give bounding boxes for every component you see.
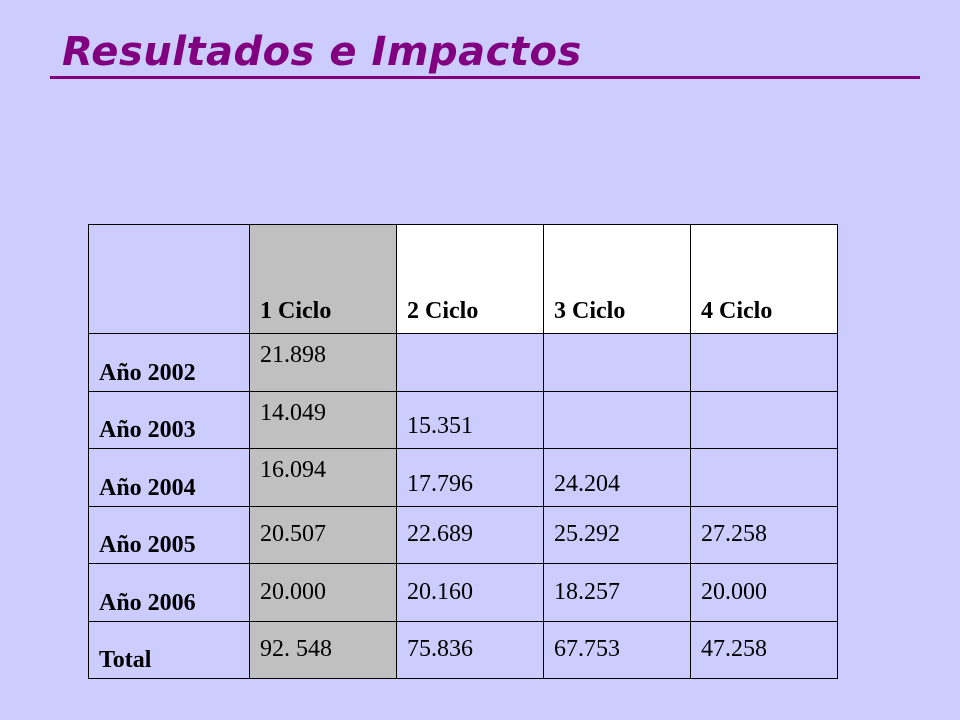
row-label: Total xyxy=(88,620,250,679)
table-cell: 16.094 xyxy=(249,448,397,507)
header-cell-ciclo-3: 3 Ciclo xyxy=(543,224,691,334)
table-cell: 27.258 xyxy=(690,505,838,564)
table-row: Año 2002 21.898 xyxy=(88,333,838,392)
row-label: Año 2003 xyxy=(88,390,250,449)
row-label: Año 2004 xyxy=(88,448,250,507)
table-cell xyxy=(543,333,691,392)
table-row: Año 2003 14.049 15.351 xyxy=(88,390,838,449)
table-cell: 75.836 xyxy=(396,620,544,679)
header-cell-ciclo-2: 2 Ciclo xyxy=(396,224,544,334)
results-table: 1 Ciclo 2 Ciclo 3 Ciclo 4 Ciclo Año 2002… xyxy=(88,224,838,679)
row-label: Año 2006 xyxy=(88,563,250,622)
table-cell xyxy=(396,333,544,392)
slide-title: Resultados e Impactos xyxy=(62,29,582,75)
table-cell: 25.292 xyxy=(543,505,691,564)
table-cell xyxy=(690,390,838,449)
table-cell: 24.204 xyxy=(543,448,691,507)
header-cell-ciclo-1: 1 Ciclo xyxy=(249,224,397,334)
row-label: Año 2002 xyxy=(88,333,250,392)
table-cell: 92. 548 xyxy=(249,620,397,679)
table-cell: 17.796 xyxy=(396,448,544,507)
table-row: Año 2006 20.000 20.160 18.257 20.000 xyxy=(88,563,838,622)
table-cell: 20.507 xyxy=(249,505,397,564)
table-cell: 20.000 xyxy=(690,563,838,622)
table-cell: 15.351 xyxy=(396,390,544,449)
table-row: Año 2004 16.094 17.796 24.204 xyxy=(88,448,838,507)
table-cell xyxy=(690,333,838,392)
table-cell: 14.049 xyxy=(249,390,397,449)
title-underline xyxy=(50,76,920,79)
header-cell-ciclo-4: 4 Ciclo xyxy=(690,224,838,334)
table-header-row: 1 Ciclo 2 Ciclo 3 Ciclo 4 Ciclo xyxy=(88,224,838,334)
table-cell: 20.160 xyxy=(396,563,544,622)
table-row: Total 92. 548 75.836 67.753 47.258 xyxy=(88,620,838,679)
table-cell: 47.258 xyxy=(690,620,838,679)
table-cell: 67.753 xyxy=(543,620,691,679)
table-cell: 21.898 xyxy=(249,333,397,392)
table-cell: 20.000 xyxy=(249,563,397,622)
header-corner-cell xyxy=(88,224,250,334)
row-label: Año 2005 xyxy=(88,505,250,564)
table-cell xyxy=(690,448,838,507)
table-cell xyxy=(543,390,691,449)
table-cell: 22.689 xyxy=(396,505,544,564)
table-row: Año 2005 20.507 22.689 25.292 27.258 xyxy=(88,505,838,564)
table-cell: 18.257 xyxy=(543,563,691,622)
